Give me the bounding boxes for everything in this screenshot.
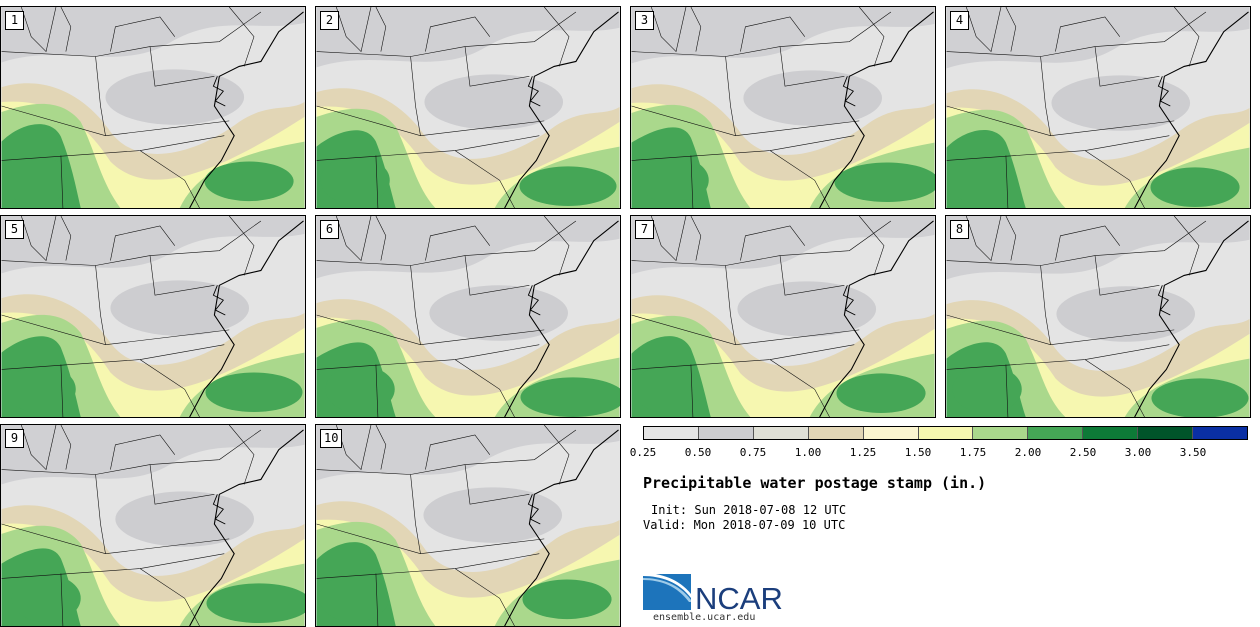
member-number: 5: [5, 220, 24, 239]
colorbar-label: 2.50: [1069, 446, 1097, 459]
member-number: 8: [950, 220, 969, 239]
map-stamp-8: 8: [945, 215, 1251, 418]
colorbar-box: [863, 427, 919, 439]
colorbar-label: 0.25: [629, 446, 657, 459]
colorbar-box: [1138, 427, 1194, 439]
member-number: 2: [320, 11, 339, 30]
logo-text: NCAR: [695, 581, 783, 612]
map-stamp-3: 3: [630, 6, 936, 209]
colorbar-box: [698, 427, 754, 439]
colorbar-label: 2.00: [1014, 446, 1042, 459]
valid-time: Valid: Mon 2018-07-09 10 UTC: [643, 518, 846, 532]
member-number: 4: [950, 11, 969, 30]
map-field: [631, 7, 935, 208]
map-stamp-1: 1: [0, 6, 306, 209]
colorbar-label: 1.50: [904, 446, 932, 459]
colorbar-box: [918, 427, 974, 439]
map-stamp-7: 7: [630, 215, 936, 418]
map-field: [316, 425, 620, 626]
logo-url: ensemble.ucar.edu: [653, 612, 756, 623]
member-number: 6: [320, 220, 339, 239]
map-stamp-10: 10: [315, 424, 621, 627]
colorbar-box: [973, 427, 1029, 439]
colorbar-label: 1.75: [959, 446, 987, 459]
map-stamp-6: 6: [315, 215, 621, 418]
colorbar-box: [1193, 427, 1247, 439]
map-stamp-9: 9: [0, 424, 306, 627]
ncar-logo: NCAR: [643, 570, 793, 616]
colorbar-box: [808, 427, 864, 439]
member-number: 1: [5, 11, 24, 30]
map-field: [1, 7, 305, 208]
colorbar-box: [1083, 427, 1139, 439]
map-field: [946, 216, 1250, 417]
map-field: [1, 425, 305, 626]
map-stamp-4: 4: [945, 6, 1251, 209]
chart-title: Precipitable water postage stamp (in.): [643, 474, 987, 492]
member-number: 9: [5, 429, 24, 448]
colorbar-label: 3.50: [1179, 446, 1207, 459]
map-field: [1, 216, 305, 417]
member-number: 3: [635, 11, 654, 30]
member-number: 10: [320, 429, 343, 448]
colorbar-label: 0.50: [684, 446, 712, 459]
map-stamp-5: 5: [0, 215, 306, 418]
colorbar-box: [644, 427, 699, 439]
colorbar-label: 3.00: [1124, 446, 1152, 459]
map-stamp-2: 2: [315, 6, 621, 209]
member-number: 7: [635, 220, 654, 239]
map-field: [316, 7, 620, 208]
map-field: [946, 7, 1250, 208]
colorbar-box: [1028, 427, 1084, 439]
colorbar-label: 1.00: [794, 446, 822, 459]
colorbar-label: 1.25: [849, 446, 877, 459]
colorbar: [643, 426, 1248, 440]
map-field: [631, 216, 935, 417]
init-time: Init: Sun 2018-07-08 12 UTC: [651, 503, 847, 517]
colorbar-box: [753, 427, 809, 439]
map-field: [316, 216, 620, 417]
colorbar-label: 0.75: [739, 446, 767, 459]
